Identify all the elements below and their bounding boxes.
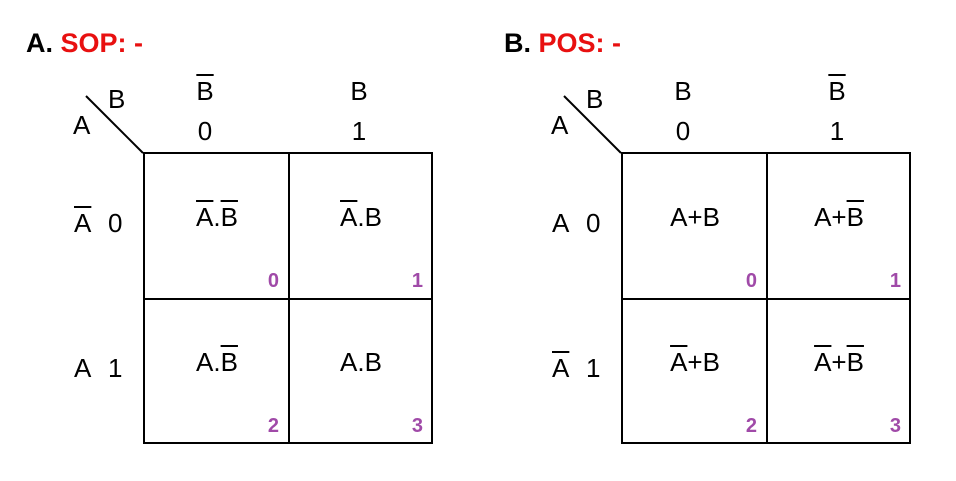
sop-col-1-bit: 1 [351, 116, 367, 146]
pos-cell-0-expression: A+B [623, 202, 767, 232]
pos-title-letter: B. [504, 28, 531, 58]
pos-title: B. POS: - [504, 28, 621, 59]
sop-cell-2-index: 2 [267, 415, 279, 437]
sop-corner-diagonal-line [85, 95, 144, 154]
sop-cell-1-term-1: .B [357, 202, 382, 232]
sop-cell-2: A.B 2 [145, 299, 289, 444]
sop-cell-0-index: 0 [267, 270, 279, 292]
pos-col-0-var: B [674, 76, 692, 106]
pos-cell-1-term-1: B [846, 202, 864, 232]
sop-cell-0-expression: A.B [145, 202, 289, 232]
pos-cell-3-term-1: + [831, 347, 847, 377]
sop-cell-1: A.B 1 [289, 154, 433, 299]
pos-cell-3-term-2: B [846, 347, 864, 377]
pos-col-0-bit: 0 [675, 116, 691, 146]
sop-corner-col-var: B [108, 84, 126, 114]
pos-cell-0-index: 0 [745, 270, 757, 292]
sop-row-0-var: A [74, 208, 92, 238]
pos-cell-2-term-0: A [670, 347, 688, 377]
pos-cell-3-term-0: A [814, 347, 832, 377]
sop-col-0-var: B [196, 76, 214, 106]
pos-corner-diagonal [563, 95, 622, 154]
pos-cell-3-expression: A+B [767, 347, 911, 377]
sop-title-kind: SOP: - [60, 28, 144, 58]
sop-col-0-bit: 0 [197, 116, 213, 146]
pos-grid-divider-horizontal [623, 298, 909, 300]
sop-cell-0-term-1: . [213, 202, 221, 232]
pos-cell-3: A+B 3 [767, 299, 911, 444]
pos-corner-diagonal-line [563, 95, 622, 154]
sop-kmap-grid: A.B 0 A.B 1 A.B 2 A.B 3 [143, 152, 433, 444]
pos-corner-row-var: A [551, 110, 569, 140]
sop-row-1-bit: 1 [108, 353, 123, 383]
pos-cell-0: A+B 0 [623, 154, 767, 299]
sop-cell-2-expression: A.B [145, 347, 289, 377]
sop-cell-1-term-0: A [340, 202, 358, 232]
pos-row-0-bit: 0 [586, 208, 601, 238]
pos-cell-1: A+B 1 [767, 154, 911, 299]
pos-kmap-grid: A+B 0 A+B 1 A+B 2 A+B 3 [621, 152, 911, 444]
pos-cell-1-expression: A+B [767, 202, 911, 232]
sop-cell-3-term-0: A.B [340, 347, 382, 377]
pos-cell-2-index: 2 [745, 415, 757, 437]
pos-cell-3-index: 3 [889, 415, 901, 437]
pos-cell-2-term-1: +B [687, 347, 720, 377]
sop-corner-diagonal [85, 95, 144, 154]
pos-row-0-var: A [552, 208, 570, 238]
pos-row-1-var: A [552, 353, 570, 383]
sop-cell-3: A.B 3 [289, 299, 433, 444]
sop-cell-1-index: 1 [411, 270, 423, 292]
pos-cell-2: A+B 2 [623, 299, 767, 444]
sop-cell-1-expression: A.B [289, 202, 433, 232]
pos-corner-col-var: B [586, 84, 604, 114]
pos-col-1-bit: 1 [829, 116, 845, 146]
pos-panel: B. POS: - B A B 0 B 1 A 0 A 1 A+B 0 A+B 1 A+B 2 A+B 3 [478, 0, 956, 481]
sop-row-0-bit: 0 [108, 208, 123, 238]
pos-title-kind: POS: - [538, 28, 622, 58]
sop-cell-2-term-1: B [220, 347, 238, 377]
pos-cell-0-term-0: A+B [670, 202, 720, 232]
sop-col-1-var: B [350, 76, 368, 106]
pos-cell-2-expression: A+B [623, 347, 767, 377]
sop-cell-2-term-0: A. [196, 347, 221, 377]
sop-corner-row-var: A [73, 110, 91, 140]
pos-col-1-var: B [828, 76, 846, 106]
pos-cell-1-index: 1 [889, 270, 901, 292]
sop-cell-0: A.B 0 [145, 154, 289, 299]
sop-cell-0-term-0: A [196, 202, 214, 232]
pos-row-1-bit: 1 [586, 353, 601, 383]
sop-title-letter: A. [26, 28, 53, 58]
sop-grid-divider-horizontal [145, 298, 431, 300]
sop-title: A. SOP: - [26, 28, 143, 59]
pos-cell-1-term-0: A+ [814, 202, 847, 232]
sop-cell-3-expression: A.B [289, 347, 433, 377]
sop-cell-0-term-2: B [220, 202, 238, 232]
sop-panel: A. SOP: - B A B 0 B 1 A 0 A 1 A.B 0 A.B 1 A.B 2 A.B 3 [26, 28, 433, 444]
sop-cell-3-index: 3 [411, 415, 423, 437]
sop-row-1-var: A [74, 353, 92, 383]
